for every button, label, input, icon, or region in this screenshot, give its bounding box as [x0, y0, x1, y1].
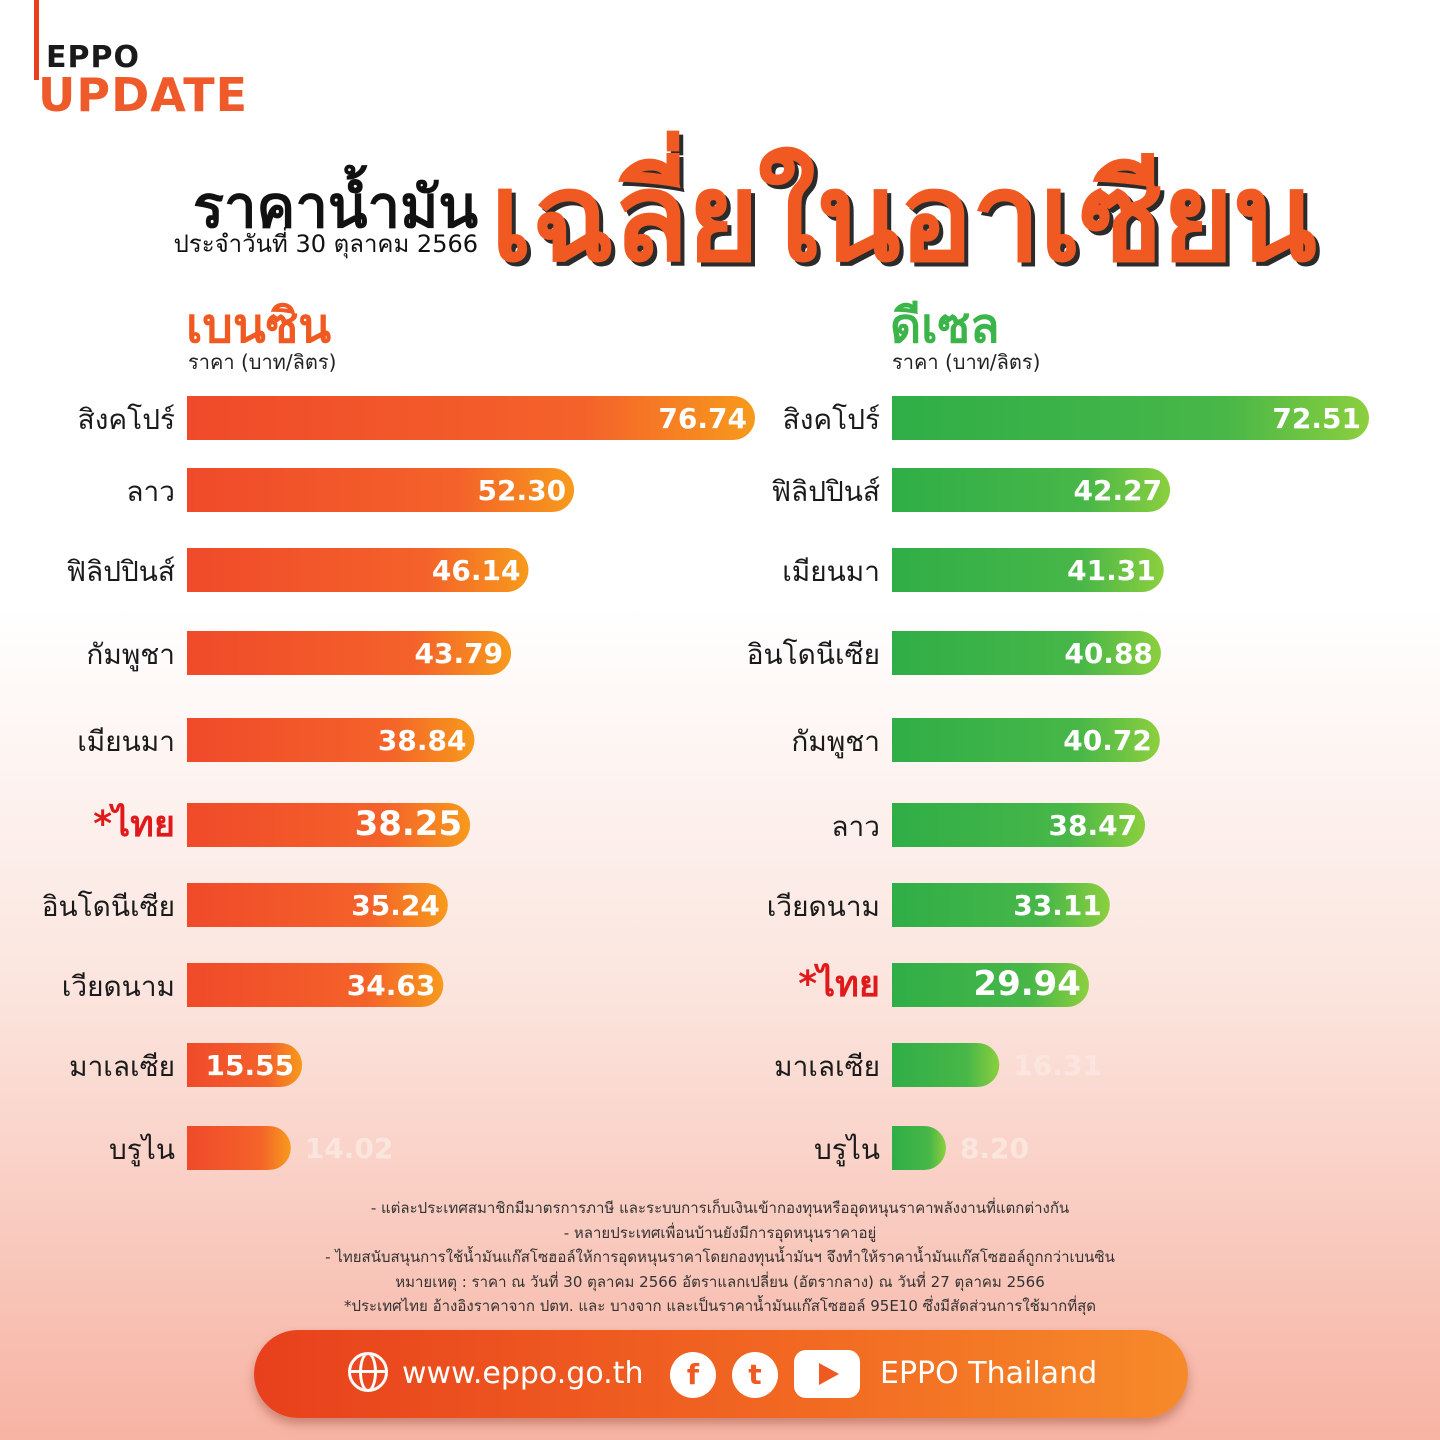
benzine-value-label: 43.79	[415, 637, 504, 670]
diesel-value-label: 8.20	[960, 1132, 1029, 1165]
diesel-category-label: กัมพูชา	[791, 725, 880, 759]
note-line: - ไทยสนับสนุนการใช้น้ำมันแก๊สโซฮอล์ให้กา…	[325, 1248, 1115, 1266]
diesel-category-label: เมียนมา	[782, 555, 880, 588]
benzine-category-label: อินโดนีเซีย	[42, 890, 175, 923]
diesel-category-label: *ไทย	[798, 962, 880, 1005]
diesel-bar	[892, 803, 1146, 847]
diesel-category-label: สิงคโปร์	[783, 403, 880, 436]
footnotes: - แต่ละประเทศสมาชิกมีมาตรการภาษี และระบบ…	[0, 1196, 1440, 1319]
benzine-value-label: 46.14	[432, 554, 521, 587]
benzine-unit-label: ราคา (บาท/ลิตร)	[188, 350, 337, 374]
diesel-value-label: 72.51	[1272, 402, 1361, 435]
youtube-icon[interactable]	[794, 1350, 860, 1398]
brand-name: EPPO Thailand	[880, 1356, 1098, 1391]
diesel-value-label: 29.94	[973, 964, 1081, 1004]
twitter-icon[interactable]: t	[732, 1352, 778, 1398]
diesel-category-label: ลาว	[831, 810, 880, 843]
diesel-value-label: 40.88	[1064, 637, 1153, 670]
benzine-bar	[187, 1126, 291, 1170]
diesel-value-label: 33.11	[1013, 889, 1102, 922]
benzine-bar	[187, 548, 529, 592]
title-date: ประจำวันที่ 30 ตุลาคม 2566	[173, 230, 478, 258]
benzine-bar	[187, 963, 444, 1007]
benzine-value-label: 15.55	[206, 1049, 295, 1082]
diesel-bar	[892, 718, 1160, 762]
website-link[interactable]: www.eppo.go.th	[402, 1356, 644, 1391]
diesel-category-label: ฟิลิปปินส์	[771, 475, 880, 508]
benzine-category-label: เวียดนาม	[62, 970, 175, 1003]
benzine-bar	[187, 631, 512, 675]
diesel-value-label: 16.31	[1013, 1049, 1102, 1082]
footer-banner: www.eppo.go.th f t EPPO Thailand	[254, 1330, 1188, 1418]
benzine-category-label: บรูไน	[109, 1133, 175, 1167]
benzine-category-label: มาเลเซีย	[69, 1050, 175, 1083]
benzine-bar	[187, 1043, 303, 1087]
diesel-bar	[892, 1126, 946, 1170]
diesel-heading: ดีเซล	[890, 298, 1000, 354]
benzine-value-label: 38.25	[355, 804, 463, 844]
benzine-category-label: เมียนมา	[77, 725, 175, 758]
facebook-icon[interactable]: f	[670, 1352, 716, 1398]
benzine-bar	[187, 718, 475, 762]
globe-icon	[348, 1352, 388, 1392]
logo-update-text: UPDATE	[38, 68, 249, 122]
benzine-bar	[187, 468, 575, 512]
benzine-value-label: 38.84	[378, 724, 467, 757]
diesel-bar	[892, 631, 1161, 675]
benzine-value-label: 76.74	[658, 402, 747, 435]
diesel-value-label: 42.27	[1073, 474, 1162, 507]
benzine-category-label: ลาว	[126, 475, 175, 508]
diesel-value-label: 40.72	[1063, 724, 1152, 757]
diesel-bar	[892, 548, 1164, 592]
diesel-category-label: เวียดนาม	[767, 890, 880, 923]
asean-oil-price-bar-charts: สิงคโปร์ 76.74 ลาว 52.30 ฟิลิปปินส์ 46.14 กัมพ…	[42, 396, 1369, 1170]
benzine-value-label: 14.02	[305, 1132, 394, 1165]
diesel-bar	[892, 963, 1089, 1007]
diesel-bar	[892, 883, 1110, 927]
benzine-value-label: 52.30	[478, 474, 567, 507]
benzine-category-label: สิงคโปร์	[78, 403, 175, 436]
diesel-bar	[892, 396, 1369, 440]
diesel-category-label: มาเลเซีย	[774, 1050, 880, 1083]
benzine-bar	[187, 396, 755, 440]
diesel-value-label: 38.47	[1048, 809, 1137, 842]
benzine-value-label: 35.24	[351, 889, 440, 922]
diesel-bar	[892, 1043, 1000, 1087]
title-asean-average: เฉลี่ยในอาเซียน	[490, 146, 1317, 290]
benzine-category-label: กัมพูชา	[86, 638, 175, 672]
note-line: หมายเหตุ : ราคา ณ วันที่ 30 ตุลาคม 2566 …	[395, 1272, 1045, 1291]
benzine-category-label: ฟิลิปปินส์	[66, 555, 175, 588]
logo-eppo-text: EPPO	[46, 40, 140, 75]
note-line: - แต่ละประเทศสมาชิกมีมาตรการภาษี และระบบ…	[370, 1199, 1070, 1217]
benzine-bar	[187, 883, 448, 927]
diesel-category-label: อินโดนีเซีย	[747, 638, 880, 671]
benzine-value-label: 34.63	[347, 969, 436, 1002]
title-oil-price: ราคาน้ำมัน	[192, 173, 478, 241]
benzine-bar	[187, 803, 471, 847]
benzine-category-label: *ไทย	[93, 802, 175, 845]
note-line: - หลายประเทศเพื่อนบ้านยังมีการอุดหนุนราค…	[563, 1223, 877, 1242]
diesel-value-label: 41.31	[1067, 554, 1156, 587]
logo-accent-bar	[34, 0, 39, 80]
diesel-unit-label: ราคา (บาท/ลิตร)	[892, 350, 1041, 374]
benzine-heading: เบนซิน	[186, 298, 332, 354]
diesel-bar	[892, 468, 1171, 512]
diesel-category-label: บรูไน	[814, 1133, 880, 1167]
note-line: *ประเทศไทย อ้างอิงราคาจาก ปตท. และ บางจา…	[343, 1297, 1097, 1315]
